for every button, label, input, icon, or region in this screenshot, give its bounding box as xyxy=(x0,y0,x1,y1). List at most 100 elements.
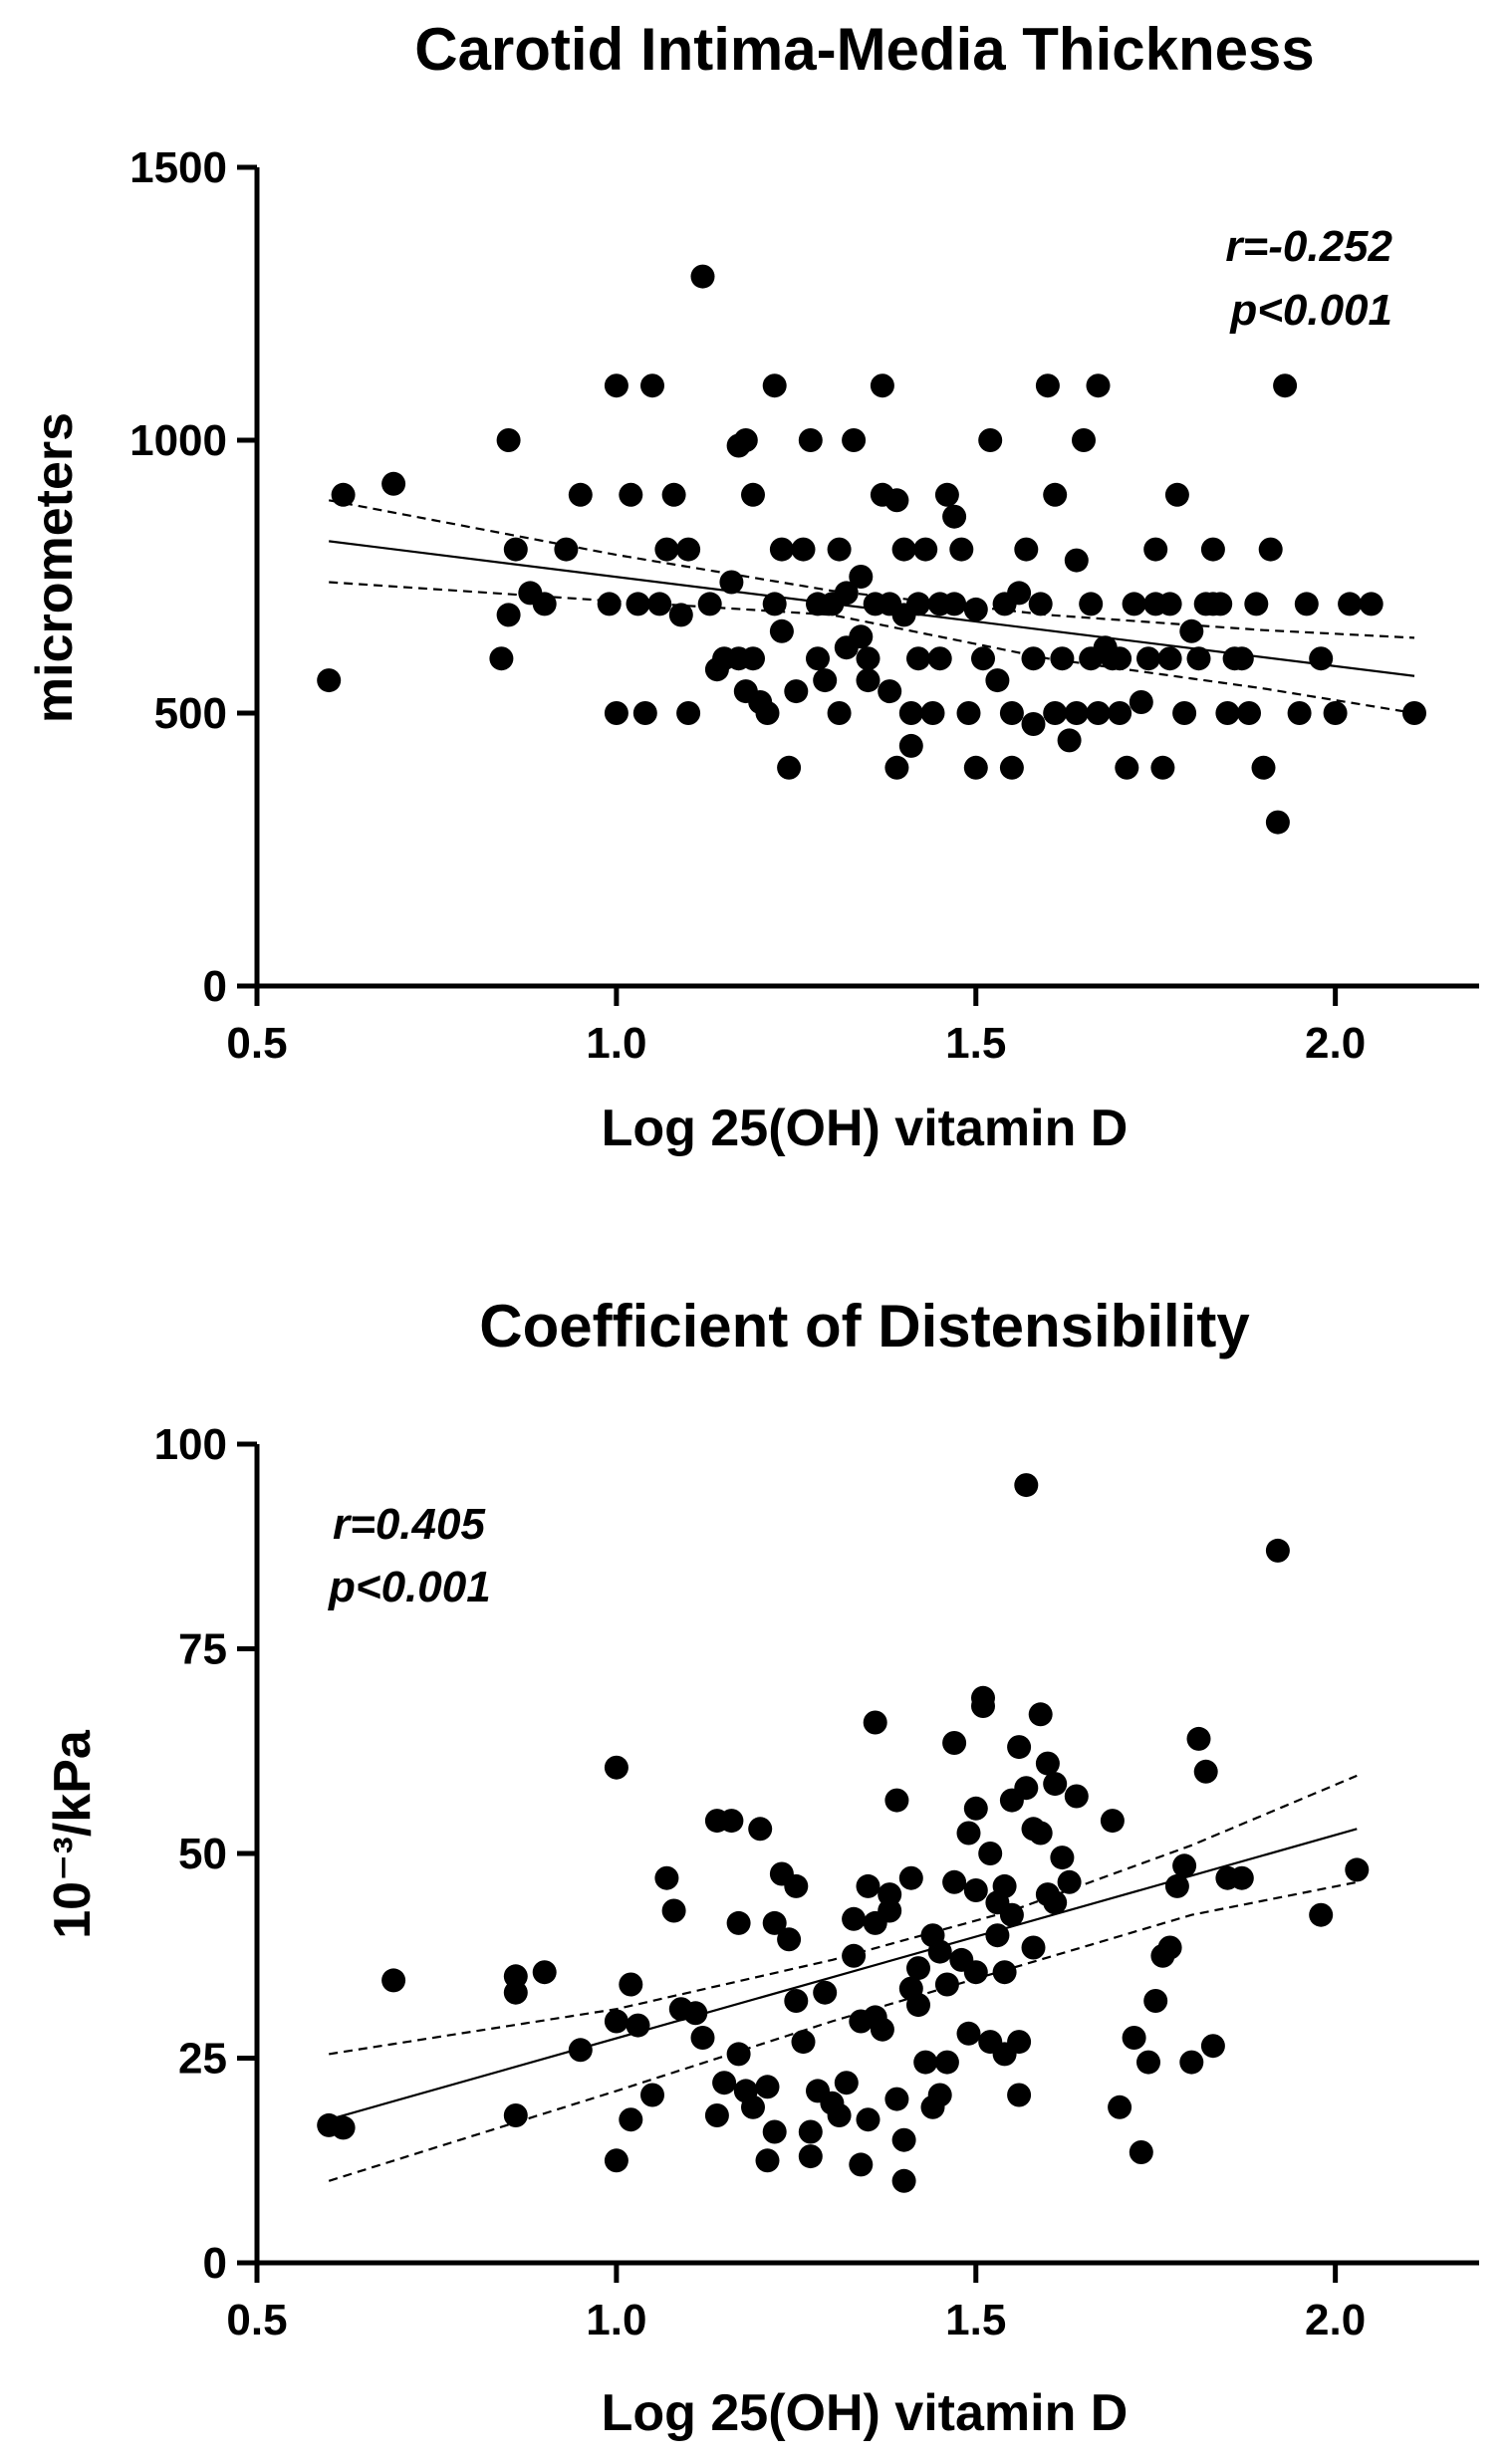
cimt-data-point xyxy=(381,471,406,496)
cod-data-point xyxy=(906,1993,930,2018)
cimt-data-point xyxy=(1129,690,1153,714)
cimt-data-point xyxy=(906,592,930,616)
cimt-data-point xyxy=(798,428,823,452)
cimt-data-point xyxy=(769,537,794,562)
cimt-title: Carotid Intima-Media Thickness xyxy=(414,16,1315,83)
cod-data-point xyxy=(978,1842,1003,1865)
cimt-x-tick-label: 1.5 xyxy=(945,1019,1006,1068)
cimt-ci-lower-line xyxy=(329,581,1415,715)
cod-data-point xyxy=(604,2009,629,2034)
cod-data-point xyxy=(956,1821,981,1846)
cimt-data-point xyxy=(741,482,765,507)
cod-data-point xyxy=(626,2013,650,2038)
cod-data-point xyxy=(741,2094,765,2119)
cimt-data-point xyxy=(1057,728,1082,753)
cod-data-point xyxy=(942,1731,967,1755)
cimt-data-point xyxy=(870,373,894,398)
cod-data-point xyxy=(748,1817,773,1842)
cimt-data-point xyxy=(568,482,593,507)
cimt-data-point xyxy=(827,537,852,562)
cimt-data-point xyxy=(503,537,528,562)
cimt-p-annotation: p<0.001 xyxy=(1229,286,1392,335)
cod-data-point xyxy=(784,1873,809,1898)
cimt-data-point xyxy=(934,482,959,507)
cimt-data-point xyxy=(1108,646,1132,671)
cimt-data-point xyxy=(1402,701,1426,725)
cimt-data-point xyxy=(1157,646,1182,671)
cod-points xyxy=(317,1473,1370,2193)
cimt-data-point xyxy=(1179,618,1204,643)
cod-data-point xyxy=(726,2042,751,2067)
cod-data-point xyxy=(927,1939,952,1964)
cimt-data-point xyxy=(978,428,1003,452)
cod-data-point xyxy=(1100,1809,1125,1834)
cod-data-point xyxy=(1057,1869,1082,1894)
cimt-data-point xyxy=(755,701,780,725)
cimt-x-axis-label: Log 25(OH) vitamin D xyxy=(602,1100,1129,1157)
cod-y-tick-label: 0 xyxy=(203,2239,227,2288)
cod-data-point xyxy=(906,1956,930,1981)
cod-data-point xyxy=(719,1809,744,1834)
cimt-data-point xyxy=(942,592,967,616)
cod-data-point xyxy=(755,2075,780,2099)
cimt-data-point xyxy=(827,701,852,725)
cod-data-point xyxy=(1050,1846,1075,1870)
cod-data-point xyxy=(1309,1902,1334,1927)
cod-data-point xyxy=(704,2103,729,2127)
cod-data-point xyxy=(604,2148,629,2173)
cod-data-point xyxy=(1007,2030,1032,2055)
cod-data-point xyxy=(726,1910,751,1935)
cimt-data-point xyxy=(878,679,902,704)
cod-ci-lower-line xyxy=(328,1880,1358,2182)
cod-data-point xyxy=(1136,2050,1160,2075)
cod-axis-lines xyxy=(254,1444,1479,2266)
cimt-data-point xyxy=(1251,755,1276,780)
cimt-data-point xyxy=(1338,592,1363,616)
cimt-x-tick-label: 1.0 xyxy=(586,1019,646,1068)
cod-axes xyxy=(254,1444,1479,2266)
cod-data-point xyxy=(1043,1890,1068,1915)
cimt-data-point xyxy=(913,537,938,562)
cimt-data-point xyxy=(1072,428,1096,452)
cod-data-point xyxy=(834,2071,859,2095)
cimt-data-point xyxy=(1244,592,1269,616)
cod-data-point xyxy=(640,2083,664,2107)
cimt-data-point xyxy=(999,701,1024,725)
cimt-data-point xyxy=(1294,592,1319,616)
cimt-data-point xyxy=(849,565,874,589)
cimt-data-point xyxy=(661,482,686,507)
cod-data-point xyxy=(898,1865,923,1890)
cimt-data-point xyxy=(1007,581,1032,606)
cimt-data-point xyxy=(1043,482,1068,507)
cimt-data-point xyxy=(697,592,722,616)
cod-data-point xyxy=(985,1923,1010,1948)
cod-data-point xyxy=(992,1960,1017,1985)
cimt-data-point xyxy=(849,624,874,649)
cod-data-point xyxy=(798,2119,823,2144)
cimt-data-point xyxy=(985,668,1010,693)
cod-data-point xyxy=(1028,1821,1053,1846)
cimt-data-point xyxy=(1237,701,1261,725)
cod-data-point xyxy=(963,1960,988,1985)
cod-data-point xyxy=(1035,1751,1060,1776)
cimt-data-point xyxy=(1014,537,1039,562)
cod-data-point xyxy=(813,1980,838,2005)
cimt-data-point xyxy=(762,373,787,398)
cod-data-point xyxy=(712,2071,737,2095)
cod-data-point xyxy=(1179,2050,1204,2075)
cod-data-point xyxy=(755,2148,780,2173)
cimt-data-point xyxy=(884,755,909,780)
cimt-axis-lines xyxy=(254,167,1479,989)
cod-y-tick-label: 75 xyxy=(178,1625,227,1674)
cod-x-tick-label: 1.0 xyxy=(586,2296,646,2344)
cod-data-point xyxy=(842,1943,867,1968)
cimt-data-point xyxy=(1164,482,1189,507)
cod-data-point xyxy=(891,2168,916,2193)
cod-data-point xyxy=(934,1972,959,1997)
cimt-data-point xyxy=(813,668,838,693)
cimt-data-point xyxy=(784,679,809,704)
cimt-data-point xyxy=(719,570,744,595)
cimt-points xyxy=(317,264,1426,835)
cod-data-point xyxy=(1157,1935,1182,1960)
cod-data-point xyxy=(891,2127,916,2152)
